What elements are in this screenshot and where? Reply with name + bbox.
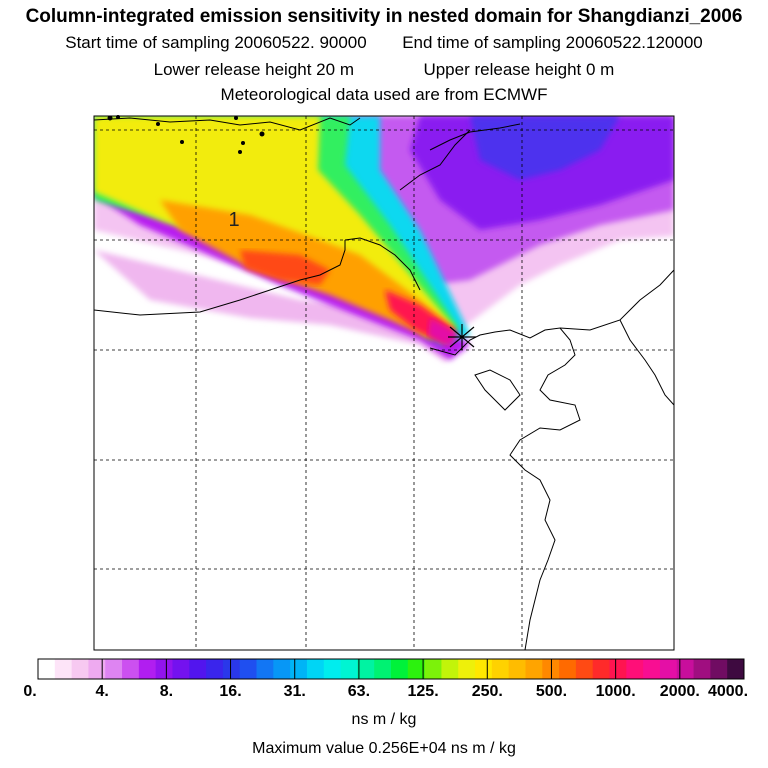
colorbar-segment (189, 659, 207, 679)
sensitivity-field (94, 116, 674, 362)
met-data-note: Meteorological data used are from ECMWF (220, 85, 548, 104)
colorbar-segment (155, 659, 173, 679)
field-core-west (240, 250, 330, 285)
colorbar-segment (54, 659, 73, 679)
colorbar-segment (105, 659, 123, 679)
colorbar-segment (239, 659, 258, 679)
colorbar-segment (643, 659, 661, 679)
colorbar-tick-label: 63. (347, 683, 371, 700)
colorbar-segment (475, 659, 493, 679)
colorbar-segment (138, 659, 157, 679)
colorbar-segment (222, 659, 241, 679)
colorbar-segment (340, 659, 358, 679)
field-core-release (428, 318, 460, 347)
colorbar-segment (122, 659, 140, 679)
coast-east (619, 319, 674, 406)
colorbar-tick-label: 16. (219, 683, 242, 700)
colorbar-tick-label: 500. (535, 683, 568, 700)
colorbar-segment (508, 659, 526, 679)
colorbar-segment (374, 659, 392, 679)
colorbar-tick-label: 1000. (595, 683, 636, 700)
colorbar-segment (542, 659, 560, 679)
colorbar-segment (676, 659, 695, 679)
colorbar-segment (441, 659, 459, 679)
coast-bohai (344, 237, 421, 291)
border-northeast (429, 123, 521, 151)
colorbar-tick-label: 2000. (659, 683, 700, 700)
station-marker (156, 122, 160, 126)
colorbar-tick-label: 0. (23, 683, 37, 700)
colorbar-segment (693, 659, 711, 679)
field-band-southwest (94, 250, 470, 362)
colorbar-segment (323, 659, 342, 679)
colorbar-segment (710, 659, 728, 679)
station-marker (234, 116, 238, 120)
release-heights: Lower release height 20 m Upper release … (0, 60, 768, 80)
colorbar-tick-label: 8. (159, 683, 174, 700)
station-marker (107, 115, 113, 121)
colorbar-frame (37, 658, 745, 680)
station-marker (259, 131, 265, 137)
colorbar-segment (525, 659, 543, 679)
colorbar-tick-label: 31. (283, 683, 306, 700)
colorbar-segment (71, 659, 89, 679)
border-north-east (299, 117, 361, 131)
colorbar-segment (609, 659, 627, 679)
colorbar-segment (407, 659, 426, 679)
station-marker (180, 140, 184, 144)
sampling-end: End time of sampling 20060522.120000 (402, 33, 703, 52)
release-site-marker (448, 324, 476, 350)
map-frame (93, 115, 675, 651)
coast-korea-peninsula (429, 327, 581, 650)
colorbar-segment (306, 659, 325, 679)
coast-west (94, 240, 346, 316)
colorbar-segments (38, 659, 745, 679)
sampling-start: Start time of sampling 20060522. 90000 (65, 33, 367, 52)
colorbar-segment (273, 659, 291, 679)
colorbar-segment (424, 659, 442, 679)
colorbar-segment (727, 659, 745, 679)
colorbar-segment (88, 659, 106, 679)
colorbar-units: ns m / kg (351, 711, 417, 728)
colorbar-segment (592, 659, 611, 679)
colorbar-dividers (101, 659, 681, 679)
colorbar-tick-label: 125. (407, 683, 439, 700)
colorbar-segment (38, 659, 56, 679)
upper-release-height: Upper release height 0 m (423, 60, 615, 79)
graticule (94, 116, 674, 650)
colorbar-segment (575, 659, 594, 679)
sampling-times: Start time of sampling 20060522. 90000 E… (0, 33, 768, 53)
maximum-value: Maximum value 0.256E+04 ns m / kg (252, 740, 516, 757)
plot-title: Column-integrated emission sensitivity i… (25, 6, 743, 27)
colorbar-segment (172, 659, 190, 679)
lower-release-height: Lower release height 20 m (153, 60, 354, 79)
colorbar-segment (391, 659, 409, 679)
colorbar-segment (458, 659, 476, 679)
colorbar-tick-label: 4000. (707, 683, 749, 700)
colorbar-segment (290, 659, 308, 679)
colorbar-segment (256, 659, 274, 679)
border-north (94, 117, 301, 131)
island-outline (474, 369, 521, 411)
coast-northeast (559, 269, 674, 331)
colorbar-segment (559, 659, 577, 679)
colorbar-segment (206, 659, 224, 679)
colorbar-segment (357, 659, 375, 679)
field-band-blue-violet (470, 116, 620, 180)
coastlines (94, 117, 674, 650)
station-marker (241, 141, 245, 145)
border-inland (399, 129, 471, 191)
colorbar-segment (659, 659, 678, 679)
colorbar-segment (626, 659, 644, 679)
colorbar-tick-label: 4. (95, 683, 109, 700)
region-label: 1 (228, 209, 239, 231)
colorbar-tick-label: 250. (471, 683, 503, 700)
station-marker (238, 150, 242, 154)
colorbar-segment (491, 659, 510, 679)
